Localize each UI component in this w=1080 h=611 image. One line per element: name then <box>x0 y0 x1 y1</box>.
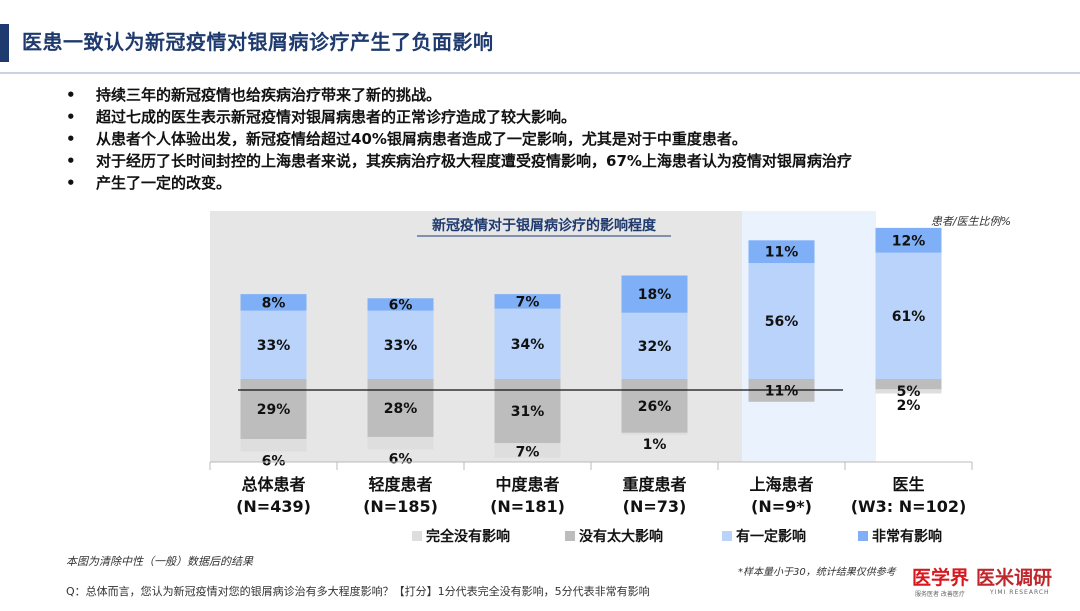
legend-swatch <box>722 531 732 541</box>
bar-segment-some-impact <box>367 310 434 379</box>
bar-segment-some-impact <box>240 310 307 379</box>
bullet-item-continued: 产生了一定的改变。 <box>66 172 1026 194</box>
bar-segment-great-impact <box>240 294 307 311</box>
footnote-right: *样本量小于30，统计结果仅供参考 <box>738 567 896 578</box>
bullet-item: 从患者个人体验出发，新冠疫情给超过40%银屑病患者造成了一定影响，尤其是对于中重… <box>66 128 1026 150</box>
title-divider <box>0 72 1080 74</box>
page-title: 医患一致认为新冠疫情对银屑病诊疗产生了负面影响 <box>22 30 494 54</box>
data-label: 61% <box>892 309 926 325</box>
legend-swatch <box>858 531 868 541</box>
bar-segment-some-impact <box>875 252 942 379</box>
category-sample-size: (W3: N=102) <box>851 497 967 516</box>
data-label: 26% <box>638 399 672 415</box>
bar-segment-no-impact <box>875 389 942 394</box>
data-label: 6% <box>262 453 286 469</box>
data-label: 7% <box>516 294 540 310</box>
bar-segment-little-impact <box>367 379 434 437</box>
footnote-left: 本图为清除中性（一般）数据后的结果 <box>66 555 253 568</box>
legend-label: 非常有影响 <box>872 528 942 545</box>
bar-segment-no-impact <box>367 436 434 450</box>
bar-segment-no-impact <box>240 439 307 452</box>
data-label: 2% <box>897 398 921 414</box>
category-sample-size: (N=439) <box>236 497 311 516</box>
data-label: 6% <box>389 451 413 467</box>
bar-segment-little-impact <box>240 379 307 440</box>
bullet-item: 超过七成的医生表示新冠疫情对银屑病患者的正常诊疗造成了较大影响。 <box>66 106 1026 128</box>
chart-unit-note: 患者/医生比例% <box>931 215 1011 228</box>
data-label: 6% <box>389 297 413 313</box>
bar-segment-great-impact <box>748 240 815 264</box>
data-label: 29% <box>257 402 291 418</box>
data-label: 56% <box>765 314 799 330</box>
data-label: 32% <box>638 339 672 355</box>
bar-segment-little-impact <box>875 379 942 390</box>
survey-question: Q：总体而言，您认为新冠疫情对您的银屑病诊治有多大程度影响？【打分】1分代表完全… <box>66 585 650 598</box>
category-label: 总体患者 <box>241 475 305 494</box>
yixuejie-logo-tagline: 服务医者 改善医疗 <box>915 591 965 598</box>
category-label: 重度患者 <box>622 475 686 494</box>
data-label: 18% <box>638 287 672 303</box>
category-sample-size: (N=73) <box>623 497 687 516</box>
data-label: 33% <box>257 338 291 354</box>
category-label: 中度患者 <box>495 475 559 494</box>
category-label: 医生 <box>892 475 924 494</box>
yixuejie-logo: 医学界 <box>912 567 970 589</box>
data-label: 8% <box>262 295 286 311</box>
data-label: 33% <box>384 338 418 354</box>
bar-segment-little-impact <box>621 379 688 433</box>
bar-segment-some-impact <box>748 263 815 379</box>
bullet-item: 持续三年的新冠疫情也给疾病治疗带来了新的挑战。 <box>66 84 1026 106</box>
data-label: 31% <box>511 404 545 420</box>
legend-swatch <box>565 531 575 541</box>
legend-label: 完全没有影响 <box>426 528 510 545</box>
bar-segment-great-impact <box>875 227 942 253</box>
category-label: 上海患者 <box>749 475 813 494</box>
legend-label: 没有太大影响 <box>579 528 663 545</box>
category-sample-size: (N=181) <box>490 497 565 516</box>
data-label: 12% <box>892 233 926 249</box>
bullet-list: 持续三年的新冠疫情也给疾病治疗带来了新的挑战。 超过七成的医生表示新冠疫情对银屑… <box>66 84 1026 194</box>
bar-segment-great-impact <box>494 294 561 309</box>
bar-segment-great-impact <box>621 275 688 313</box>
bar-segment-no-impact <box>621 432 688 435</box>
data-label: 7% <box>516 444 540 460</box>
category-label: 轻度患者 <box>368 475 432 494</box>
bullet-item: 对于经历了长时间封控的上海患者来说，其疾病治疗极大程度遭受疫情影响，67%上海患… <box>66 150 1026 172</box>
data-label: 5% <box>897 384 921 400</box>
bar-segment-no-impact <box>494 443 561 458</box>
category-sample-size: (N=185) <box>363 497 438 516</box>
data-label: 1% <box>643 437 667 453</box>
chart-title: 新冠疫情对于银屑病诊疗的影响程度 <box>432 217 657 234</box>
category-sample-size: (N=9*) <box>751 497 812 516</box>
legend-swatch <box>412 531 422 541</box>
title-accent-bar <box>0 24 9 62</box>
data-label: 11% <box>765 383 799 399</box>
bar-segment-some-impact <box>494 308 561 379</box>
data-label: 11% <box>765 245 799 261</box>
legend-label: 有一定影响 <box>736 528 806 545</box>
data-label: 28% <box>384 401 418 417</box>
yimi-research-logo: 医米调研 <box>976 567 1053 589</box>
bar-segment-great-impact <box>367 298 434 311</box>
bar-segment-some-impact <box>621 312 688 379</box>
data-label: 34% <box>511 337 545 353</box>
yimi-research-logo-tagline: YIMI RESEARCH <box>990 589 1050 596</box>
